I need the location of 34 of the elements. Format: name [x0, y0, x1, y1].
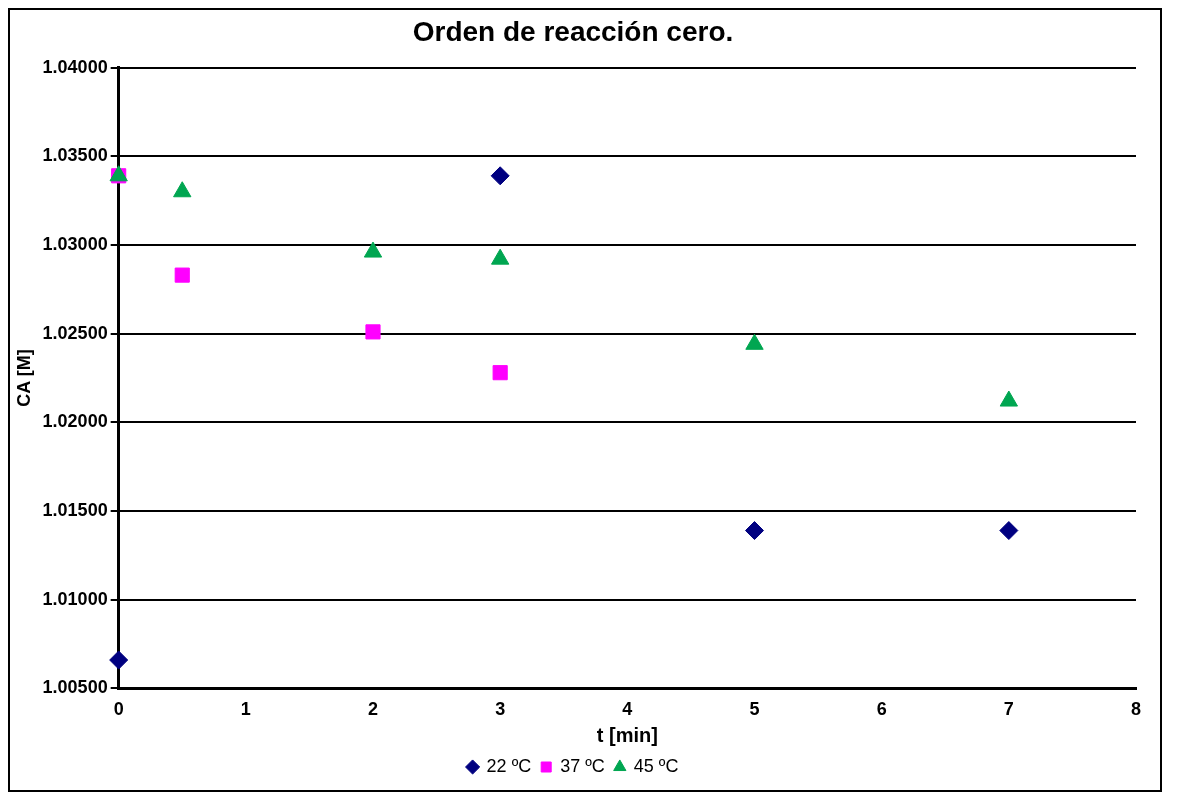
- point: [174, 267, 190, 283]
- legend-label: 22 ºC: [486, 755, 532, 776]
- chart-title: Orden de reacción cero.: [412, 15, 734, 47]
- y-tick-label: 1.00500: [42, 677, 108, 698]
- x-tick-label: 7: [1003, 699, 1014, 720]
- y-tick-label: 1.03500: [42, 145, 108, 166]
- x-tick-label: 4: [622, 699, 633, 720]
- y-tick-label: 1.02500: [42, 322, 108, 343]
- point: [745, 521, 764, 541]
- y-axis-title: CA [M]: [13, 349, 34, 407]
- point: [999, 390, 1018, 407]
- y-tick-label: 1.02000: [42, 411, 108, 432]
- x-tick-label: 1: [240, 699, 251, 720]
- y-tick-label: 1.01000: [42, 588, 108, 609]
- point: [109, 650, 129, 670]
- y-tick-label: 1.04000: [42, 56, 108, 77]
- point: [999, 521, 1019, 541]
- x-tick-label: 3: [495, 699, 506, 720]
- y-tick-label: 1.01500: [42, 500, 108, 520]
- point: [745, 333, 764, 350]
- x-tick-label: 2: [367, 699, 379, 720]
- point: [492, 365, 508, 381]
- point: [491, 248, 510, 265]
- point: [173, 181, 192, 198]
- point: [363, 241, 383, 258]
- x-axis-title: t [min]: [596, 723, 658, 746]
- x-tick-label: 5: [749, 699, 760, 720]
- x-tick-label: 0: [113, 699, 124, 720]
- point: [365, 324, 381, 340]
- x-tick-label: 8: [1130, 699, 1142, 720]
- legend-label: 37 ºC: [560, 755, 605, 776]
- legend-label: 45 ºC: [633, 755, 679, 776]
- x-tick-label: 6: [876, 699, 887, 720]
- y-tick-label: 1.03000: [42, 233, 108, 254]
